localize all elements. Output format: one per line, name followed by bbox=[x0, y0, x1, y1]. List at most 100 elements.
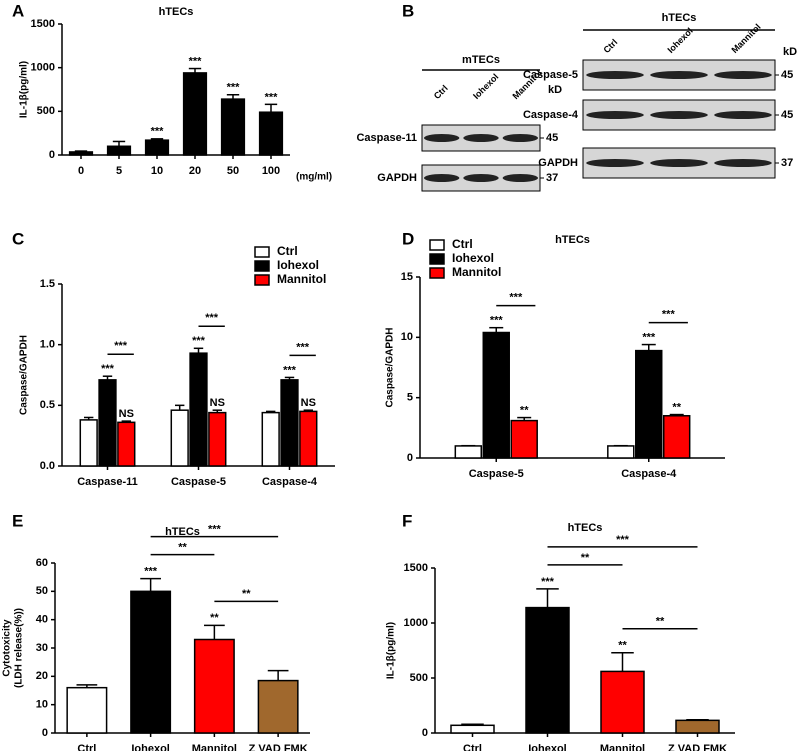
significance-label: ** bbox=[672, 401, 681, 413]
bar bbox=[193, 638, 235, 734]
bracket-label: *** bbox=[208, 523, 222, 535]
x-tick-label: Mannitol bbox=[192, 743, 237, 751]
x-tick-label: Caspase-11 bbox=[77, 476, 138, 488]
significance-label: *** bbox=[151, 126, 165, 138]
bar bbox=[299, 410, 318, 467]
bar bbox=[106, 145, 132, 156]
x-tick-label: Caspase-4 bbox=[262, 476, 318, 488]
blot-band bbox=[714, 111, 772, 119]
y-tick-label: 10 bbox=[401, 331, 413, 343]
bracket-label: *** bbox=[205, 312, 219, 324]
legend-swatch bbox=[429, 267, 445, 279]
blot-kd: 45 bbox=[546, 132, 558, 144]
y-axis-label: Caspase/GAPDH bbox=[19, 335, 30, 415]
y-tick-label: 60 bbox=[36, 557, 48, 569]
significance-label: NS bbox=[301, 397, 316, 409]
legend-swatch bbox=[254, 246, 270, 258]
y-tick-label: 1.5 bbox=[40, 278, 55, 290]
y-tick-label: 0 bbox=[42, 727, 48, 739]
significance-label: *** bbox=[189, 55, 203, 67]
bar bbox=[170, 409, 189, 467]
blot-band bbox=[586, 159, 644, 167]
x-tick-label: Z VAD FMK bbox=[249, 743, 308, 751]
y-tick-label: 40 bbox=[36, 614, 48, 626]
legend-swatch bbox=[254, 260, 270, 272]
y-tick-label: 1000 bbox=[31, 62, 55, 74]
legend-swatch bbox=[429, 253, 445, 265]
y-tick-label: 15 bbox=[401, 271, 413, 283]
bracket-label: *** bbox=[662, 308, 676, 320]
blot-band bbox=[463, 174, 499, 182]
blot-band bbox=[502, 134, 539, 142]
blot-band bbox=[650, 111, 708, 119]
y-tick-label: 0 bbox=[49, 149, 55, 161]
y-tick-label: 10 bbox=[36, 699, 48, 711]
bar bbox=[220, 98, 246, 156]
y-tick-label: 5 bbox=[407, 392, 413, 404]
y-tick-label: 1500 bbox=[31, 18, 55, 30]
bar bbox=[66, 686, 108, 734]
blot-kd: 37 bbox=[781, 157, 793, 169]
bar bbox=[662, 415, 691, 459]
blot-band bbox=[463, 134, 499, 142]
legend-swatch bbox=[429, 239, 445, 251]
x-tick-label: 100 bbox=[262, 165, 280, 177]
y-tick-label: 0.5 bbox=[40, 399, 55, 411]
blot-band bbox=[650, 159, 708, 167]
significance-label: *** bbox=[227, 82, 241, 94]
bar bbox=[510, 419, 538, 459]
bracket-label: *** bbox=[296, 341, 310, 353]
bar bbox=[280, 379, 299, 467]
blot-band bbox=[502, 174, 539, 182]
significance-label: *** bbox=[144, 565, 158, 577]
significance-label: *** bbox=[283, 364, 297, 376]
x-tick-label: Ctrl bbox=[463, 743, 482, 751]
significance-label: *** bbox=[265, 91, 279, 103]
x-tick-label: Iohexol bbox=[528, 743, 567, 751]
significance-label: *** bbox=[192, 335, 206, 347]
y-axis-label: IL-1β(pg/ml) bbox=[19, 61, 30, 118]
bracket-label: *** bbox=[616, 534, 630, 546]
significance-label: *** bbox=[642, 331, 656, 343]
y-tick-label: 500 bbox=[410, 672, 428, 684]
bar bbox=[98, 379, 117, 467]
panel-label: A bbox=[12, 1, 24, 20]
blot-kd: 45 bbox=[781, 109, 793, 121]
y-tick-label: 30 bbox=[36, 642, 48, 654]
legend-label: Mannitol bbox=[452, 265, 501, 279]
panel-label: E bbox=[12, 511, 23, 530]
y-tick-label: 20 bbox=[36, 670, 48, 682]
significance-label: *** bbox=[490, 315, 504, 327]
bar bbox=[257, 679, 299, 734]
bar bbox=[525, 606, 570, 734]
y-tick-label: 0.0 bbox=[40, 460, 55, 472]
chart-title: hTECs bbox=[165, 526, 200, 538]
y-axis-label: IL-1β(pg/ml) bbox=[386, 622, 397, 679]
bracket-label: ** bbox=[656, 616, 665, 628]
blot-kd: 45 bbox=[781, 69, 793, 81]
y-axis-label: (LDH release(%)) bbox=[14, 608, 25, 688]
y-tick-label: 1000 bbox=[404, 617, 428, 629]
bracket-label: ** bbox=[242, 588, 251, 600]
bar bbox=[635, 349, 663, 459]
x-tick-label: Mannitol bbox=[600, 743, 645, 751]
blot-band bbox=[586, 71, 644, 79]
y-tick-label: 500 bbox=[37, 105, 55, 117]
significance-label: ** bbox=[618, 640, 627, 652]
blot-row-label: Caspase-4 bbox=[523, 109, 579, 121]
bar bbox=[607, 445, 635, 459]
blot-band bbox=[650, 71, 708, 79]
y-tick-label: 1.0 bbox=[40, 339, 55, 351]
blot-group-title: hTECs bbox=[662, 12, 697, 24]
blot-lane-label: Mannitol bbox=[729, 22, 762, 55]
blot-band bbox=[423, 134, 460, 142]
bracket-label: ** bbox=[581, 552, 590, 564]
blot-band bbox=[423, 174, 460, 182]
panel-label: C bbox=[12, 229, 24, 248]
bar bbox=[189, 352, 208, 467]
blot-lane-label: Ctrl bbox=[601, 37, 619, 55]
x-tick-label: Caspase-5 bbox=[469, 468, 524, 480]
significance-label: NS bbox=[119, 408, 134, 420]
